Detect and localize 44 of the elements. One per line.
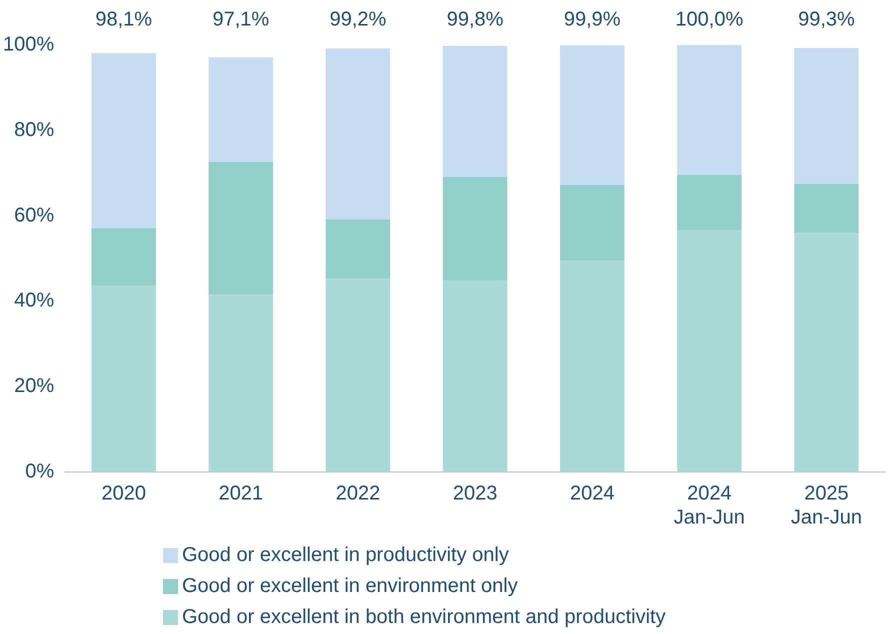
total-label: 99,3% <box>798 8 856 31</box>
y-tick-label: 60% <box>14 204 54 226</box>
x-tick-label: 2024 <box>570 482 614 505</box>
bar <box>794 48 859 184</box>
bar <box>326 219 390 279</box>
bar <box>560 260 624 472</box>
total-label: 97,1% <box>212 8 270 31</box>
legend-label: Good or excellent in both environment and productivity <box>182 605 666 630</box>
x-tick-label: 2023 <box>452 482 498 505</box>
y-tick-label: 40% <box>14 290 54 312</box>
total-label: 99,9% <box>564 8 621 31</box>
bar <box>677 45 742 175</box>
legend-label: Good or excellent in environment only <box>182 574 518 599</box>
bar <box>442 280 508 472</box>
bar <box>442 176 508 281</box>
total-label: 99,8% <box>446 8 504 31</box>
bar <box>677 230 742 472</box>
bar <box>442 46 508 177</box>
x-tick-label: 2024 Jan-Jun <box>674 482 745 529</box>
y-tick-label: 0% <box>25 460 54 483</box>
x-tick-label: 2025 Jan-Jun <box>790 482 862 529</box>
bar <box>208 162 274 295</box>
bar <box>208 57 274 162</box>
y-tick-label: 80% <box>14 118 54 141</box>
bar <box>92 286 156 472</box>
bar <box>560 45 624 186</box>
total-label: 98,1% <box>95 8 152 31</box>
total-label: 100,0% <box>675 8 744 31</box>
bar <box>92 53 156 228</box>
x-tick-label: 2020 <box>101 482 146 505</box>
x-tick-label: 2021 <box>218 482 264 505</box>
bar <box>794 232 859 472</box>
bar <box>677 174 742 230</box>
total-label: 99,2% <box>330 8 387 31</box>
bar <box>326 48 390 220</box>
bar <box>560 185 624 261</box>
bar <box>794 184 859 232</box>
bar <box>208 294 274 472</box>
y-tick-label: 100% <box>2 34 54 56</box>
x-tick-label: 2022 <box>336 482 380 505</box>
legend-label: Good or excellent in productivity only <box>182 543 509 568</box>
y-tick-label: 20% <box>14 375 54 398</box>
bar <box>326 278 390 472</box>
bar <box>92 228 156 286</box>
